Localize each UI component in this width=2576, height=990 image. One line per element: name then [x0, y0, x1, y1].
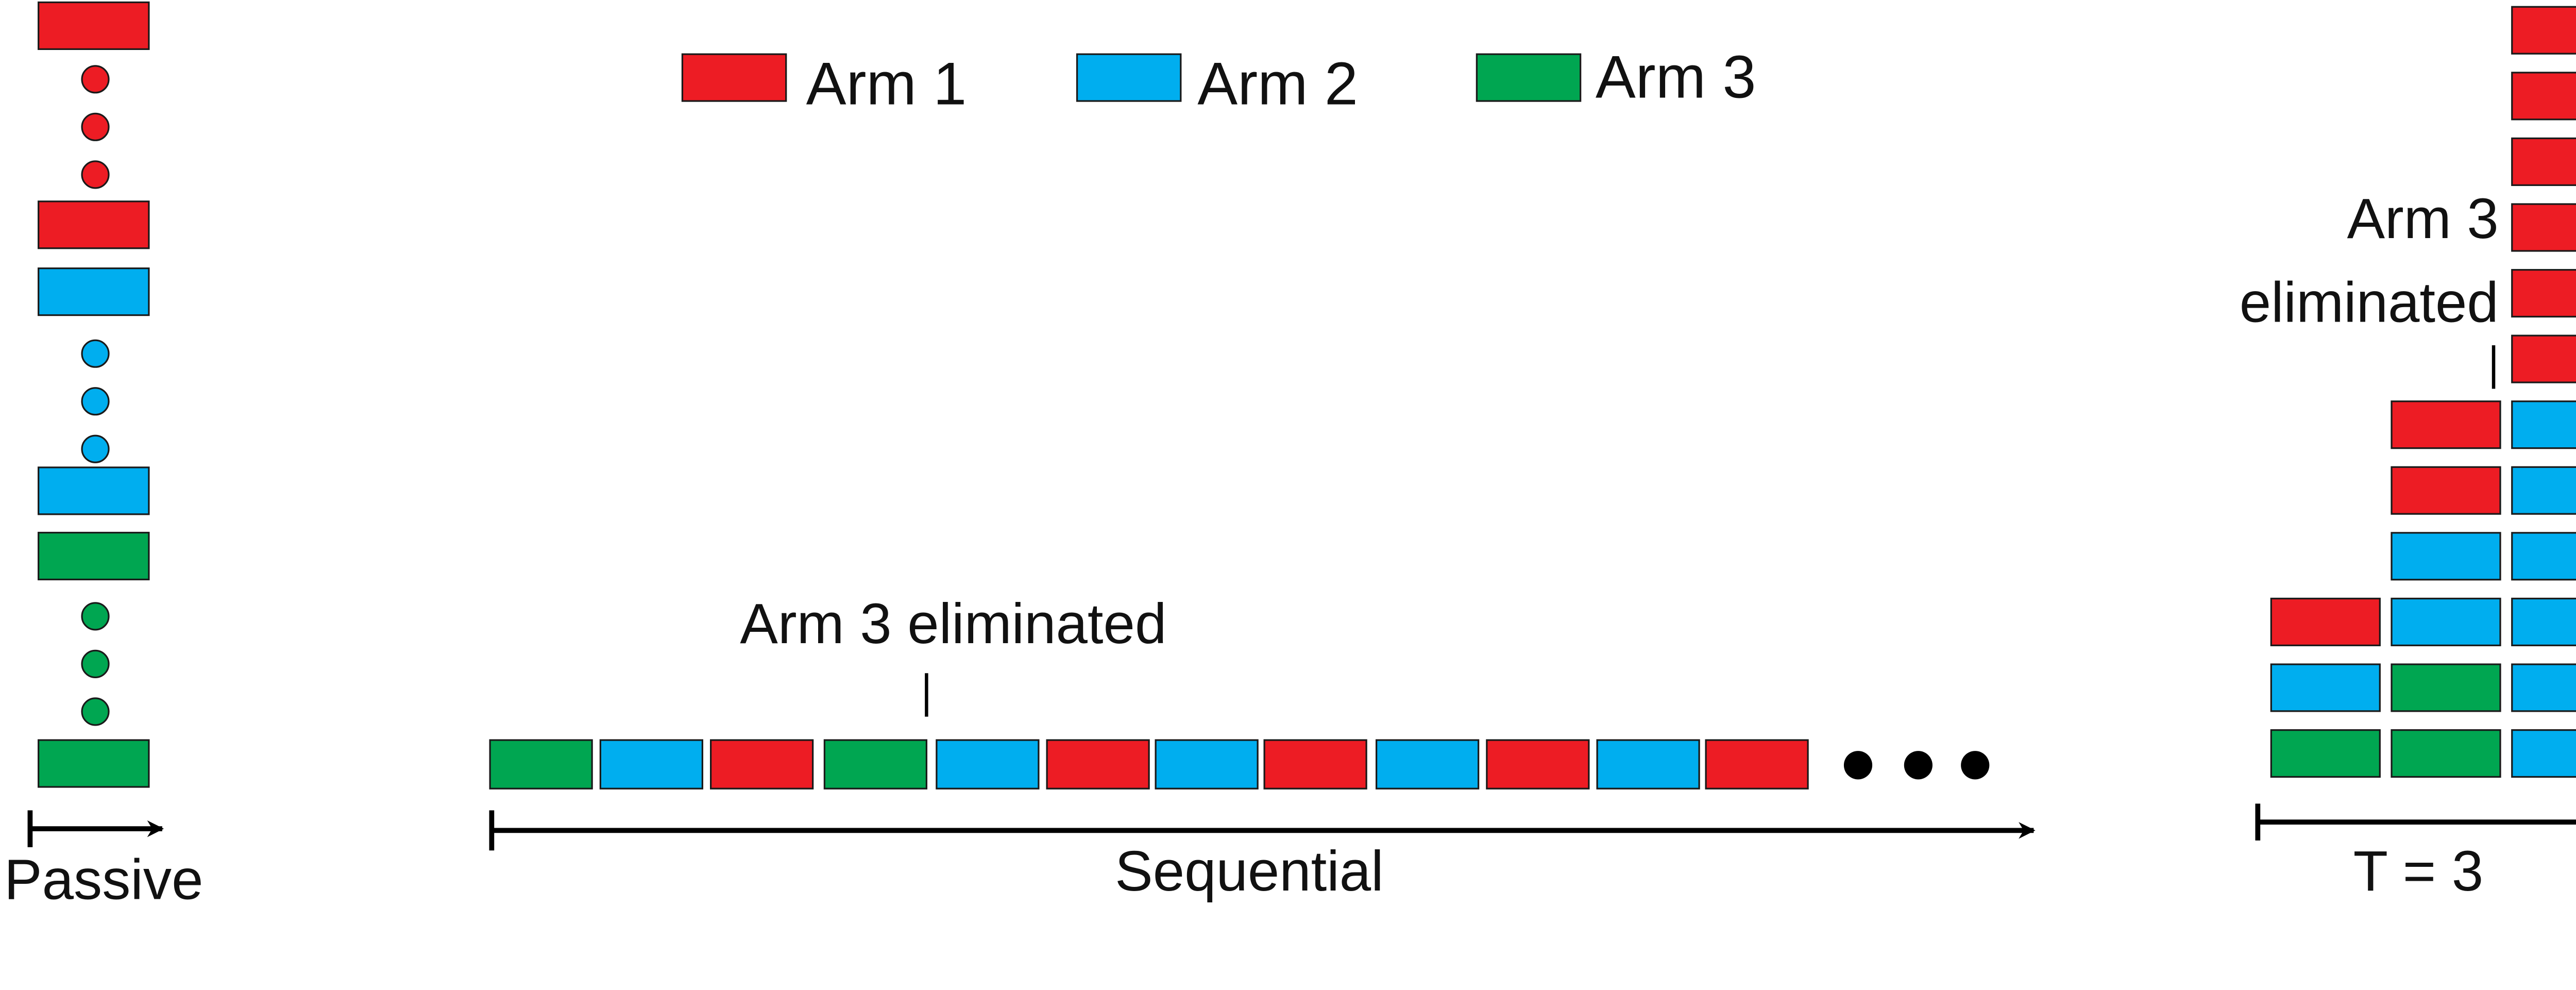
- passive-dot-arm3: [81, 697, 110, 726]
- batched-annotation-line1: Arm 3: [2347, 187, 2498, 250]
- legend-label-arm3: Arm 3: [1596, 43, 1756, 111]
- passive-dot-arm3: [81, 649, 110, 678]
- legend-swatch-arm2: [1076, 53, 1182, 102]
- batched-block-arm1: [2511, 72, 2576, 121]
- sequential-block-arm2: [1155, 739, 1259, 790]
- batched-block-arm3: [2270, 729, 2381, 778]
- sequential-block-arm1: [1486, 739, 1590, 790]
- sequential-block-arm3: [823, 739, 928, 790]
- batched-label: T = 3: [2353, 840, 2484, 903]
- sequential-block-arm1: [1046, 739, 1150, 790]
- passive-dot-arm2: [81, 387, 110, 416]
- legend: Arm 1 Arm 2 Arm 3: [681, 43, 1756, 118]
- passive-dot-arm1: [81, 160, 110, 189]
- batched-block-arm2: [2511, 400, 2576, 449]
- sequential-block-arm2: [599, 739, 704, 790]
- sequential-label: Sequential: [1115, 840, 1384, 903]
- batched-block-arm1: [2511, 6, 2576, 55]
- passive-blocks: [38, 1, 150, 788]
- batched-annotation-line2: eliminated: [2240, 271, 2499, 334]
- passive-panel: Passive: [4, 1, 203, 911]
- sequential-annotation: Arm 3 eliminated: [740, 592, 1166, 656]
- sequential-block-arm3: [489, 739, 593, 790]
- batched-block-arm1: [2511, 334, 2576, 383]
- sequential-blocks: [489, 739, 1809, 790]
- passive-block-arm3: [38, 531, 150, 581]
- legend-label-arm1: Arm 1: [806, 50, 967, 118]
- sequential-block-arm2: [936, 739, 1040, 790]
- batched-block-arm1: [2511, 137, 2576, 186]
- sequential-block-arm2: [1375, 739, 1480, 790]
- batched-block-arm2: [2391, 532, 2501, 581]
- batched-block-arm2: [2511, 597, 2576, 646]
- passive-block-arm1: [38, 200, 150, 249]
- batched-block-arm2: [2511, 532, 2576, 581]
- batched-block-arm3: [2391, 729, 2501, 778]
- sequential-block-arm1: [1263, 739, 1367, 790]
- batched-block-arm2: [2270, 663, 2381, 712]
- passive-dot-arm2: [81, 339, 110, 368]
- sequential-panel: Arm 3 eliminated Sequential: [489, 592, 2036, 903]
- passive-block-arm1: [38, 1, 150, 51]
- passive-dot-arm1: [81, 112, 110, 141]
- passive-dot-arm2: [81, 434, 110, 463]
- batched-block-arm1: [2391, 466, 2501, 515]
- passive-block-arm2: [38, 466, 150, 515]
- passive-dot-arm3: [81, 602, 110, 631]
- passive-block-arm2: [38, 267, 150, 316]
- legend-label-arm2: Arm 2: [1197, 50, 1358, 118]
- sequential-ellipsis: [1843, 751, 1990, 780]
- batched-block-arm2: [2511, 663, 2576, 712]
- batched-block-arm1: [2511, 203, 2576, 252]
- batched-block-arm2: [2511, 466, 2576, 515]
- ellipsis-dot: [1961, 751, 1990, 780]
- legend-swatch-arm3: [1476, 53, 1582, 102]
- batched-block-arm1: [2270, 597, 2381, 646]
- ellipsis-dot: [1843, 751, 1873, 780]
- batched-block-arm3: [2391, 663, 2501, 712]
- batched-block-arm2: [2511, 729, 2576, 778]
- passive-label: Passive: [4, 848, 203, 911]
- passive-block-arm3: [38, 739, 150, 788]
- batched-block-arm1: [2391, 400, 2501, 449]
- sequential-block-arm1: [1705, 739, 1809, 790]
- batched-block-arm1: [2511, 269, 2576, 318]
- batched-panel: Arm 3 eliminated T = 3: [2240, 6, 2576, 903]
- sequential-block-arm1: [710, 739, 814, 790]
- ellipsis-dot: [1904, 751, 1933, 780]
- sequential-block-arm2: [1596, 739, 1700, 790]
- passive-dot-arm1: [81, 65, 110, 94]
- batched-blocks: [2270, 6, 2576, 778]
- legend-swatch-arm1: [681, 53, 787, 102]
- batched-block-arm2: [2391, 597, 2501, 646]
